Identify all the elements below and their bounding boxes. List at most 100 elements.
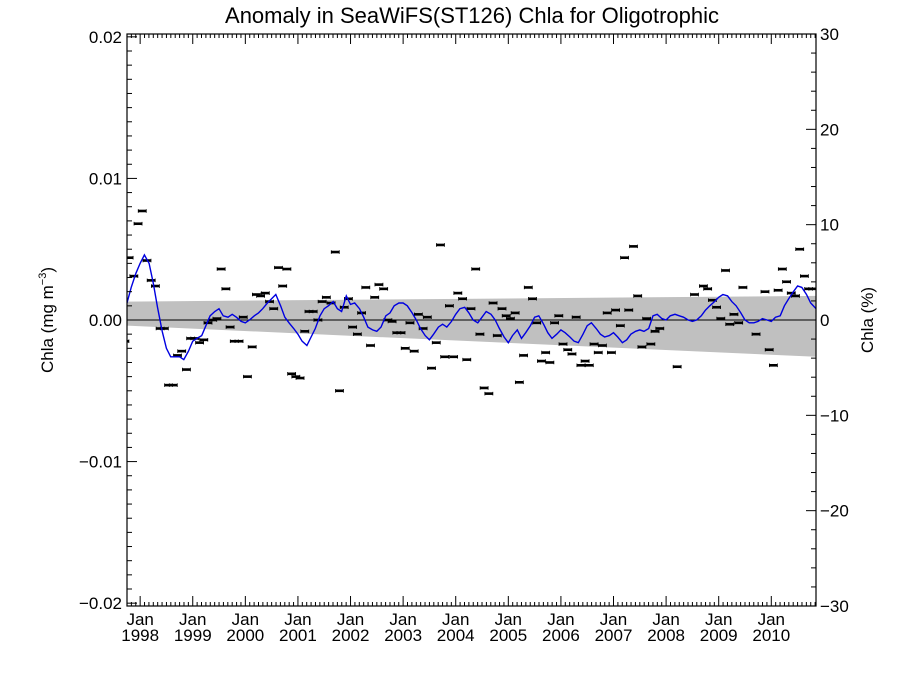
anomaly-point <box>519 353 528 358</box>
anomaly-point <box>571 315 581 319</box>
anomaly-point <box>633 294 643 298</box>
x-tick-year: 2002 <box>332 626 370 645</box>
anomaly-point <box>479 386 489 390</box>
anomaly-point <box>221 287 231 291</box>
anomaly-point <box>225 325 235 329</box>
anomaly-point <box>488 301 498 305</box>
anomaly-point <box>127 255 134 260</box>
anomaly-point <box>282 267 292 271</box>
anomaly-point <box>642 316 652 321</box>
anomaly-point <box>405 321 415 325</box>
anomaly-point <box>427 366 436 370</box>
anomaly-point <box>195 340 204 345</box>
anomaly-point <box>523 285 533 290</box>
anomaly-point <box>510 311 520 315</box>
anomaly-point <box>330 250 340 254</box>
left-tick-label: 0.02 <box>89 28 122 47</box>
x-tick-year: 2007 <box>595 626 633 645</box>
anomaly-point <box>348 325 358 329</box>
x-tick-month: Jan <box>232 610 259 629</box>
anomaly-point <box>387 319 397 324</box>
x-tick-year: 2000 <box>226 626 264 645</box>
anomaly-point <box>203 321 213 325</box>
x-tick-month: Jan <box>495 610 522 629</box>
anomaly-point <box>422 315 432 319</box>
anomaly-point <box>550 321 560 325</box>
anomaly-point <box>506 316 515 321</box>
anomaly-point <box>563 347 573 352</box>
anomaly-point <box>127 339 130 344</box>
anomaly-point <box>436 243 445 247</box>
right-tick-label: 0 <box>820 311 829 330</box>
anomaly-point <box>598 343 607 348</box>
anomaly-point <box>545 360 555 365</box>
anomaly-point <box>672 364 682 369</box>
left-tick-label: 0.01 <box>89 169 122 188</box>
x-tick-year: 1998 <box>121 626 159 645</box>
anomaly-point <box>295 376 305 380</box>
anomaly-point <box>629 244 638 249</box>
smoothed-series-line <box>127 253 816 361</box>
x-tick-month: Jan <box>442 610 469 629</box>
left-axis-label-close: ) <box>38 267 57 273</box>
anomaly-point <box>655 326 665 331</box>
anomaly-point <box>133 221 143 226</box>
anomaly-point <box>317 299 327 304</box>
anomaly-point <box>712 305 721 310</box>
anomaly-point <box>593 350 603 355</box>
anomaly-point <box>413 312 423 317</box>
anomaly-point <box>514 380 524 385</box>
anomaly-point <box>637 345 647 349</box>
right-tick-label: −20 <box>820 502 849 521</box>
anomaly-point <box>611 308 621 312</box>
x-tick-month: Jan <box>337 610 364 629</box>
x-tick-year: 2009 <box>700 626 738 645</box>
anomaly-point <box>151 284 160 288</box>
anomaly-point <box>466 306 476 311</box>
right-tick-label: −10 <box>820 406 849 425</box>
x-tick-month: Jan <box>389 610 416 629</box>
anomaly-point <box>278 284 288 288</box>
anomaly-point <box>576 363 586 368</box>
anomaly-point <box>300 329 310 334</box>
anomaly-point <box>471 267 481 271</box>
anomaly-point <box>773 288 783 293</box>
x-tick-month: Jan <box>758 610 785 629</box>
x-tick-year: 2003 <box>384 626 422 645</box>
x-tick-month: Jan <box>705 610 732 629</box>
anomaly-point <box>216 267 226 271</box>
left-axis-label: Chla (mg m−3) <box>37 267 57 373</box>
anomaly-point <box>453 291 463 295</box>
anomaly-point <box>287 372 297 376</box>
x-tick-month: Jan <box>284 610 311 629</box>
anomaly-point <box>607 350 616 355</box>
x-tick-month: Jan <box>547 610 574 629</box>
anomaly-point <box>366 343 375 348</box>
anomaly-point <box>234 339 244 344</box>
x-tick-year: 2010 <box>752 626 790 645</box>
anomaly-point <box>532 321 542 325</box>
anomaly-point <box>768 363 778 368</box>
anomaly-point <box>484 391 494 396</box>
anomaly-point <box>243 374 252 379</box>
right-axis-label: Chla (%) <box>858 287 877 353</box>
trend-uncertainty-band <box>127 295 816 357</box>
anomaly-point <box>725 322 735 327</box>
anomaly-point <box>699 284 708 288</box>
x-tick-month: Jan <box>126 610 153 629</box>
anomaly-point <box>379 287 389 291</box>
anomaly-point <box>760 289 770 294</box>
anomaly-point <box>589 342 599 346</box>
left-axis-label-main: Chla (mg m <box>38 285 57 373</box>
anomaly-point <box>620 255 629 260</box>
x-tick-month: Jan <box>652 610 679 629</box>
anomaly-point <box>308 309 318 314</box>
anomaly-point <box>795 247 805 252</box>
anomaly-point <box>260 291 270 295</box>
x-tick-month: Jan <box>600 610 627 629</box>
chart-title: Anomaly in SeaWiFS(ST126) Chla for Oligo… <box>225 3 719 28</box>
left-axis-label-superscript: −3 <box>37 273 49 286</box>
anomaly-point <box>751 332 761 336</box>
anomaly-point <box>409 349 419 353</box>
